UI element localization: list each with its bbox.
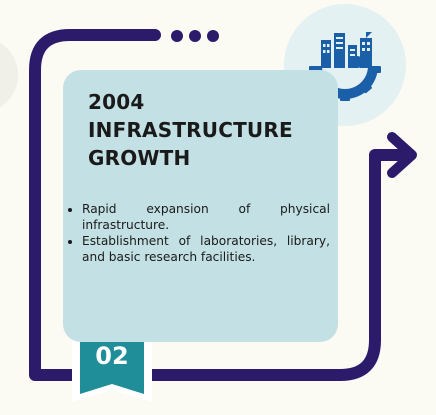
list-item: Establishment of laboratories, library, …: [82, 233, 330, 265]
title-line-2: INFRASTRUCTURE: [88, 118, 293, 142]
frame-left-line: [29, 29, 161, 381]
bullet-list: Rapid expansion of physical infrastructu…: [66, 201, 330, 265]
title-year: 2004: [88, 90, 145, 114]
title-line-3: GROWTH: [88, 146, 191, 170]
three-dots-icon: [171, 30, 219, 42]
step-number: 02: [95, 342, 129, 370]
step-title: 2004 INFRASTRUCTURE GROWTH: [88, 88, 293, 172]
arrow-right-icon: [387, 132, 417, 178]
content-card: [63, 70, 338, 342]
background-circle: [0, 42, 18, 108]
list-item: Rapid expansion of physical infrastructu…: [82, 201, 330, 233]
frame-right-line: [142, 149, 406, 381]
step-badge: [72, 325, 152, 402]
